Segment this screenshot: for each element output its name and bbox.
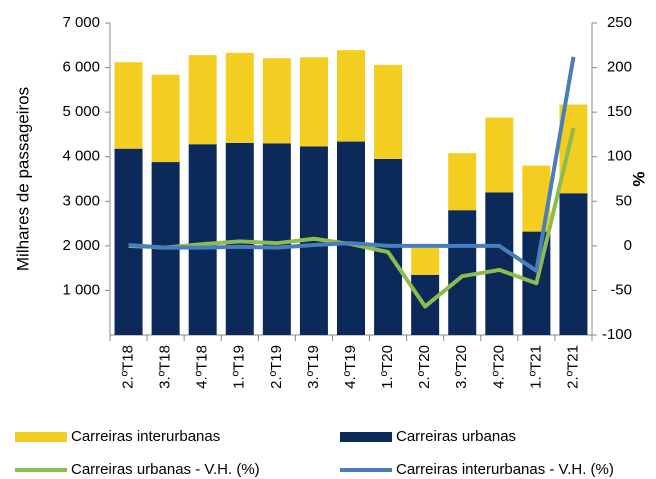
y2-tick-label: 150	[607, 103, 632, 120]
x-tick-label: 4.ºT18	[194, 345, 211, 389]
y2-axis-title: %	[629, 171, 648, 186]
y-axis-title: Milhares de passageiros	[13, 87, 32, 271]
bar	[151, 74, 180, 163]
bar	[262, 143, 291, 335]
bar	[485, 117, 514, 193]
y-tick-label: 2 000	[62, 237, 100, 254]
bar	[448, 153, 477, 211]
bar	[114, 148, 143, 335]
legend-label: Carreiras interurbanas - V.H. (%)	[396, 461, 614, 478]
x-tick-label: 1.ºT20	[379, 345, 396, 389]
bar	[411, 248, 440, 275]
legend-label: Carreiras interurbanas	[71, 428, 220, 445]
x-tick-label: 3.ºT19	[305, 345, 322, 389]
y2-tick-label: -50	[610, 281, 632, 298]
y2-tick-label: 100	[607, 148, 632, 165]
bar	[114, 62, 143, 149]
bar	[262, 58, 291, 144]
x-tick-label: 2.ºT19	[268, 345, 285, 389]
legend-label: Carreiras urbanas	[396, 428, 516, 445]
bar	[337, 50, 365, 142]
bar	[337, 141, 365, 335]
line	[128, 56, 576, 273]
y-tick-label: 6 000	[62, 59, 100, 76]
bar	[225, 142, 254, 335]
bar	[188, 55, 217, 145]
legend-swatch	[15, 432, 67, 442]
y2-tick-label: 250	[607, 14, 632, 31]
x-tick-label: 4.ºT20	[490, 345, 507, 389]
y-tick-label: 3 000	[62, 192, 100, 209]
y2-tick-label: 0	[624, 237, 632, 254]
y-tick-label: 7 000	[62, 14, 100, 31]
x-tick-label: 3.ºT20	[453, 345, 470, 389]
bar	[188, 144, 217, 335]
bar	[374, 64, 403, 159]
y2-tick-label: 50	[615, 192, 632, 209]
legend-swatch	[340, 432, 392, 442]
x-tick-label: 2.ºT21	[564, 345, 581, 389]
x-tick-label: 3.ºT18	[157, 345, 174, 389]
bar	[559, 193, 588, 335]
y-tick-label: 4 000	[62, 148, 100, 165]
legend-label: Carreiras urbanas - V.H. (%)	[71, 461, 260, 478]
y-tick-label: 5 000	[62, 103, 100, 120]
bar	[299, 57, 328, 147]
y-tick-label: 1 000	[62, 281, 100, 298]
bar	[485, 192, 514, 335]
x-tick-label: 2.ºT18	[120, 345, 137, 389]
x-tick-label: 1.ºT19	[231, 345, 248, 389]
x-tick-label: 4.ºT19	[342, 345, 359, 389]
x-tick-label: 2.ºT20	[416, 345, 433, 389]
y2-tick-label: 200	[607, 59, 632, 76]
bar	[225, 52, 254, 143]
y2-tick-label: -100	[602, 326, 632, 343]
x-tick-label: 1.ºT21	[527, 345, 544, 389]
